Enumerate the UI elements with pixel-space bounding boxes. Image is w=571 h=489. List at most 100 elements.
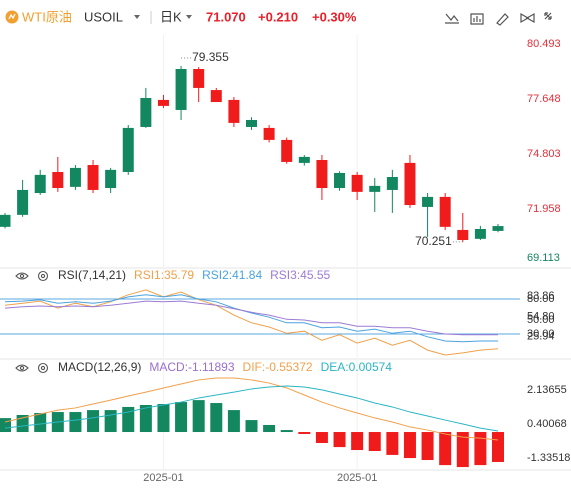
legend-entry: RSI3:45.55 [270, 268, 330, 282]
y-tick-label: 74.803 [527, 148, 561, 160]
draw-button[interactable] [496, 13, 509, 26]
candle-body [210, 90, 222, 103]
candle-body [492, 226, 504, 231]
x-tick-label: 2025-01 [337, 472, 377, 484]
candle-body [263, 127, 275, 140]
visibility-toggle-pupil [19, 273, 25, 279]
histogram-bar [263, 424, 276, 433]
y-tick-label: 83.86 [527, 290, 555, 302]
indicator-line [4, 377, 499, 441]
candle-body [87, 165, 99, 190]
indicator-title: MACD(12,26,9) [58, 360, 141, 374]
y-tick-label: 77.648 [527, 93, 561, 105]
candle-body [52, 171, 64, 189]
histogram-bar [280, 430, 293, 433]
histogram-bar [69, 412, 82, 433]
dropdown-arrow[interactable] [134, 15, 140, 19]
histogram-bar [439, 432, 452, 466]
histogram-bar [351, 432, 364, 451]
y-tick-label: -1.33518 [527, 452, 570, 464]
candle-body [439, 196, 451, 227]
histogram-bar [227, 410, 240, 433]
histogram-bar [139, 404, 152, 433]
compare-button[interactable] [520, 12, 535, 24]
legend-entry: RSI2:41.84 [202, 268, 262, 282]
histogram-bar [192, 400, 205, 433]
histogram-bar [0, 418, 11, 433]
candle-body [193, 69, 205, 88]
histogram-bar [333, 432, 346, 448]
histogram-bar [368, 432, 381, 452]
legend-entry: RSI1:35.79 [134, 268, 194, 282]
price-change-pct: +0.30% [312, 9, 357, 24]
histogram-bar [315, 432, 328, 443]
histogram-bar [386, 432, 399, 455]
indicator-line [4, 289, 499, 356]
legend-entry: DEA:0.00574 [321, 360, 393, 374]
indicator-button[interactable] [445, 13, 459, 24]
y-tick-label: 54.80 [527, 311, 555, 323]
candle-body [316, 160, 328, 189]
symbol-name[interactable]: WTI原油 [22, 9, 72, 24]
chart-type-button[interactable] [470, 13, 484, 25]
histogram-bar [403, 432, 416, 459]
y-tick-label: 69.113 [527, 252, 560, 264]
histogram-bar [421, 432, 434, 461]
y-tick-label: 0.40068 [527, 418, 567, 430]
candle-body [334, 172, 346, 189]
candle-body [457, 229, 469, 240]
legend-entry: DIF:-0.55372 [243, 360, 313, 374]
symbol-code[interactable]: USOIL [84, 9, 123, 24]
visibility-toggle[interactable] [15, 364, 29, 372]
indicator-line [4, 300, 498, 336]
candle-body [474, 228, 486, 239]
histogram-bar [210, 403, 223, 433]
histogram-bar [34, 413, 47, 433]
histogram-bar [122, 406, 135, 433]
histogram-bar [492, 432, 504, 462]
annotation: 79.355 [192, 50, 229, 64]
histogram-bar [474, 432, 487, 466]
candle-body [69, 167, 81, 187]
candle-body [140, 97, 152, 127]
visibility-toggle[interactable] [15, 272, 29, 280]
last-price: 71.070 [206, 9, 246, 24]
x-tick-label: 2025-01 [143, 472, 183, 484]
indicator-line [4, 385, 499, 432]
y-tick-label: 50.00 [527, 314, 555, 326]
y-tick-label: 71.958 [527, 203, 561, 215]
settings-button[interactable] [37, 362, 49, 374]
candle-body [34, 174, 46, 194]
y-tick-label: 80.00 [527, 293, 555, 305]
fullscreen-button[interactable] [544, 12, 552, 20]
candle-body [404, 162, 416, 206]
settings-button-core [40, 365, 46, 371]
y-tick-label: 2.13655 [527, 384, 567, 396]
candle-body [157, 99, 169, 106]
candle-body [0, 214, 11, 227]
settings-button-core [40, 273, 46, 279]
y-tick-label: 30.00 [527, 328, 555, 340]
candle-body [105, 169, 117, 189]
legend-entry: MACD:-1.11893 [149, 360, 234, 374]
histogram-bar [298, 432, 311, 434]
candle-body [281, 139, 293, 162]
histogram-bar [456, 432, 469, 468]
settings-button[interactable] [37, 270, 49, 282]
period[interactable]: 日K [160, 9, 182, 24]
candle-body [17, 189, 29, 215]
dropdown-arrow[interactable] [186, 15, 192, 19]
candle-body [369, 185, 381, 192]
candle-body [298, 156, 310, 163]
candle-body [386, 177, 398, 190]
symbol-icon-glyph [8, 13, 16, 20]
y-tick-label: 25.94 [527, 331, 555, 343]
histogram-bar [104, 410, 117, 433]
candle-body [175, 69, 187, 110]
histogram-bar [157, 404, 170, 433]
histogram-bar [175, 402, 188, 433]
candle-body [351, 174, 363, 192]
indicator-title: RSI(7,14,21) [58, 268, 126, 282]
y-tick-label: 80.493 [527, 38, 561, 50]
